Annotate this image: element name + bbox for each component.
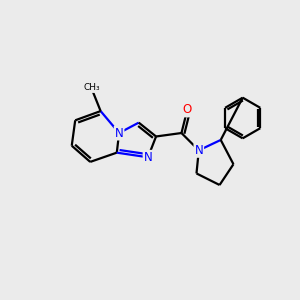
Text: N: N [144,151,152,164]
Text: CH₃: CH₃ [83,83,100,92]
Text: O: O [183,103,192,116]
Text: N: N [115,127,124,140]
Text: N: N [194,144,203,157]
